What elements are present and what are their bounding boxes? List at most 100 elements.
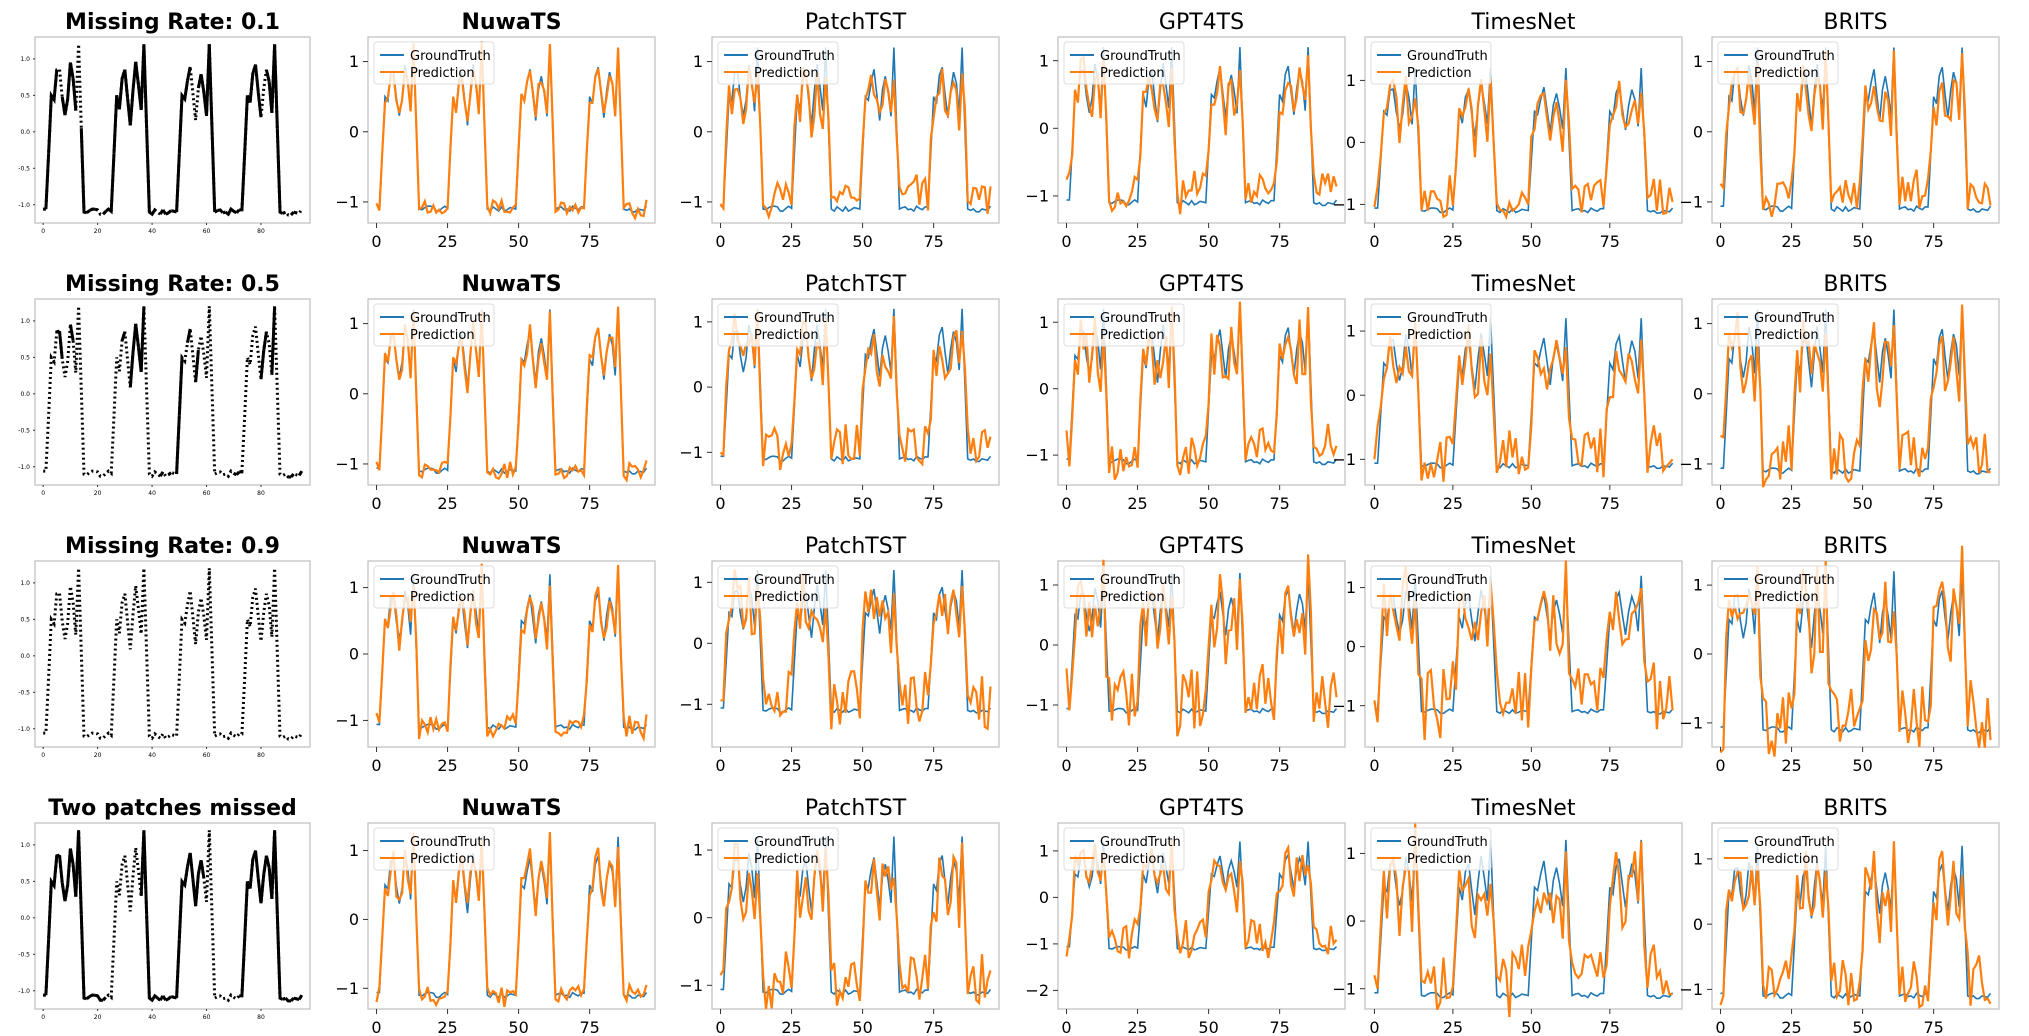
series-observed-segment [44,153,51,210]
xtick-label: 0 [41,490,45,497]
ytick-label: 1 [1346,71,1356,90]
series-prediction [1065,554,1338,737]
xtick-label: 50 [852,232,872,251]
ytick-label: -1.0 [18,202,30,209]
series-prediction [719,66,992,221]
ytick-label: 0 [349,122,359,141]
series-observed-segment [101,996,107,1002]
axes-frame [1057,560,1346,748]
legend-label: GroundTruth [754,49,835,64]
ytick-label: 0 [1039,888,1049,907]
legend-label: GroundTruth [1407,49,1488,64]
xtick-label: 20 [94,228,102,235]
ytick-label: −1 [679,976,703,995]
legend-label: Prediction [1100,66,1165,81]
series-observed-segment [270,306,277,375]
series-observed-segment [222,210,226,215]
series-observed-segment [94,993,99,998]
xtick-label: 0 [715,1018,725,1036]
subplot-r1-c0: Missing Rate: 0.5 -1.0 -0.5 0.0 0.5 1.0 0 20 40 6… [18,272,311,497]
legend-label: GroundTruth [754,835,835,850]
xtick-label: 50 [1521,232,1541,251]
ytick-label: -1.0 [18,726,30,733]
ytick-label: 1 [1693,849,1703,868]
ytick-label: −1 [1025,935,1049,954]
xtick-label: 75 [923,494,943,513]
series-observed-segment [275,914,282,999]
series-groundtruth [1720,47,1992,213]
axes-frame [367,822,656,1010]
series-prediction [1720,304,1991,488]
subplot-r3-c1: NuwaTS −1 0 1 0 25 50 75 GroundTruth Prediction [335,796,656,1036]
series-prediction [1719,841,1992,1009]
series-groundtruth [1374,839,1674,1000]
ytick-label: 1 [1346,322,1356,341]
xtick-label: 75 [1923,232,1943,251]
xtick-label: 25 [437,232,457,251]
xtick-label: 50 [852,1018,872,1036]
ytick-label: 1 [1039,576,1049,595]
subplot-r1-c3: GPT4TS −1 0 1 0 25 50 75 GroundTruth Prediction [1025,272,1346,513]
xtick-label: 0 [41,1014,45,1021]
series-observed-segment [85,209,91,214]
series-observed-segment [213,209,219,214]
series-prediction [375,831,648,1008]
series-observed-segment [289,997,295,1002]
legend-box [1063,565,1185,609]
xtick-label: 25 [1781,494,1801,513]
series-observed-segment [273,830,279,915]
subplot-title: BRITS [1823,272,1887,297]
legend-box [1063,827,1185,871]
series-observed-segment [109,153,116,212]
xtick-label: 25 [781,756,801,775]
xtick-label: 25 [1443,494,1463,513]
ytick-label: −1 [1332,696,1356,715]
legend-box [1370,565,1492,609]
xtick-label: 25 [1127,494,1147,513]
series-observed-segment [63,98,70,116]
xtick-label: 0 [1369,1018,1379,1036]
xtick-label: 25 [1443,232,1463,251]
subplot-title: NuwaTS [461,534,561,559]
subplot-r2-c3: GPT4TS −1 0 1 0 25 50 75 GroundTruth Prediction [1025,534,1346,775]
subplot-title: BRITS [1823,534,1887,559]
ytick-label: −1 [679,443,703,462]
series-observed-segment [128,90,135,126]
xtick-label: 75 [1269,1018,1289,1036]
series-observed-segment [297,470,304,477]
xtick-label: 75 [579,494,599,513]
series-prediction [375,41,648,221]
legend-label: Prediction [1407,328,1472,343]
legend-box [1370,303,1492,347]
ytick-label: 0 [349,645,359,664]
xtick-label: 75 [1923,494,1943,513]
ytick-label: 1 [693,573,703,592]
legend-label: GroundTruth [1407,835,1488,850]
xtick-label: 0 [1369,494,1379,513]
axes-frame [1364,560,1683,748]
subplot-title: Missing Rate: 0.9 [65,534,280,559]
legend-label: GroundTruth [1754,835,1835,850]
xtick-label: 50 [1521,756,1541,775]
legend-label: GroundTruth [1407,311,1488,326]
ytick-label: 1.0 [20,842,30,849]
series-observed-segment [44,939,51,996]
legend-box [1370,827,1492,871]
series-prediction [1373,75,1674,221]
series-observed-segment [94,207,99,212]
subplot-title: TimesNet [1471,796,1576,821]
ytick-label: −1 [1679,193,1703,212]
axes-frame [1711,822,2000,1010]
series-observed-segment [177,881,184,940]
legend-label: Prediction [1100,590,1165,605]
xtick-label: 75 [579,756,599,775]
subplot-title: Missing Rate: 0.1 [65,10,280,35]
xtick-label: 75 [1269,756,1289,775]
ytick-label: 1.0 [20,56,30,63]
ytick-label: -0.5 [18,689,30,696]
xtick-label: 75 [923,1018,943,1036]
xtick-label: 25 [1781,1018,1801,1036]
xtick-label: 60 [203,490,211,497]
ytick-label: -0.5 [18,427,30,434]
